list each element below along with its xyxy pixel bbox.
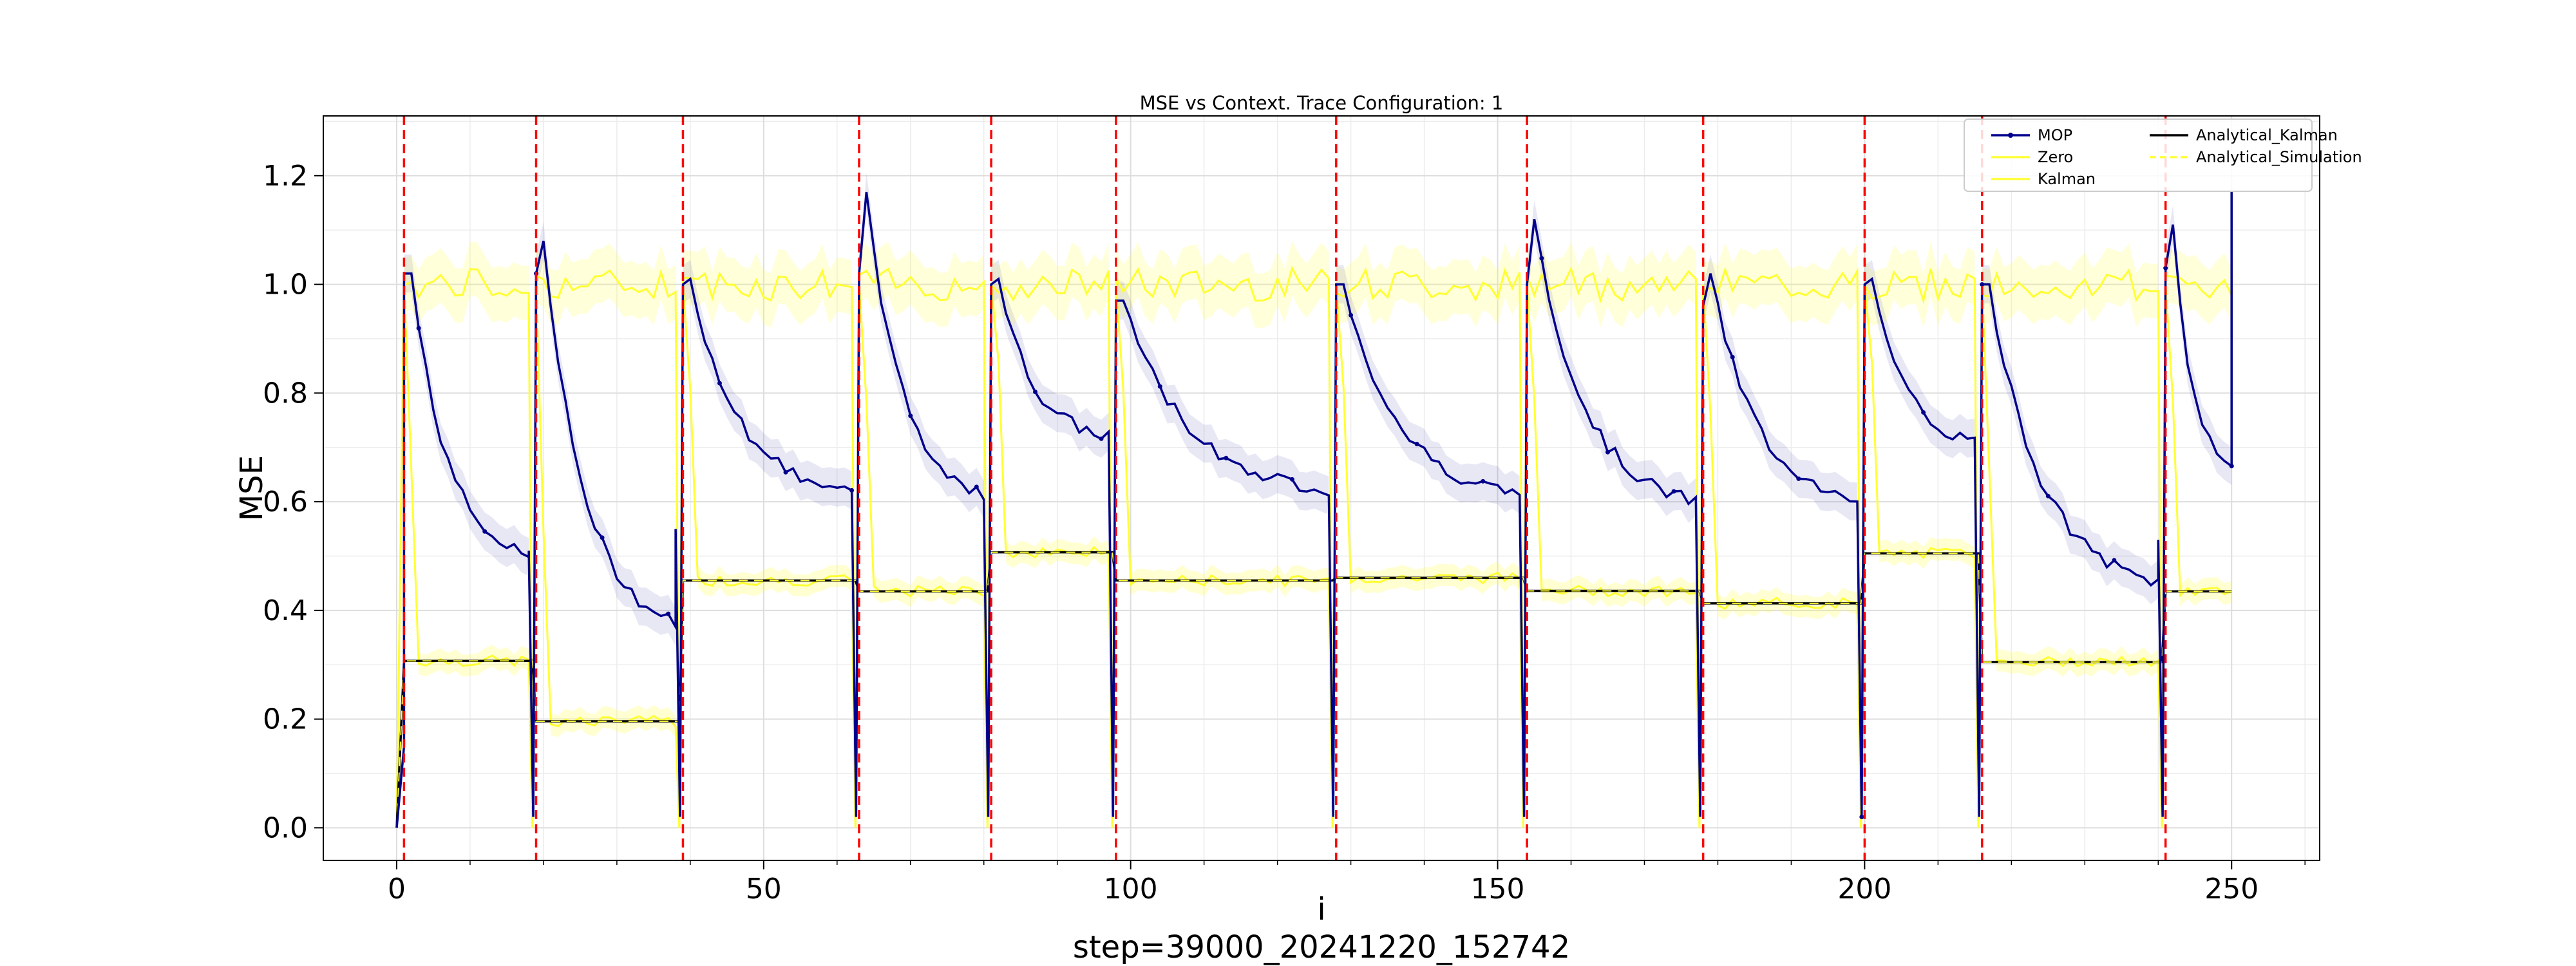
mop-marker [1921, 410, 1926, 415]
y-axis-label: MSE [234, 455, 270, 521]
x-tick-label: 250 [2204, 873, 2259, 905]
x-tick-label: 200 [1837, 873, 1891, 905]
legend-label: Zero [2038, 148, 2073, 166]
plot-frame [323, 115, 2320, 861]
analytical-kalman-series-line [395, 551, 2232, 828]
legend-box [1964, 118, 2313, 192]
mop-marker [1671, 489, 1676, 494]
legend-marker [2008, 133, 2013, 138]
trace-boundaries [402, 116, 2167, 860]
mop-marker [1730, 354, 1735, 359]
y-tick-label: 0.8 [263, 377, 308, 410]
grid [323, 116, 2320, 860]
zero-confidence-band [536, 243, 676, 325]
mop-marker [1349, 312, 1354, 317]
mop-marker [2229, 464, 2234, 469]
mop-confidence-band [536, 222, 676, 646]
mop-marker [2112, 558, 2117, 563]
series-lines [395, 191, 2234, 828]
mop-marker [1414, 442, 1419, 447]
mop-confidence-band [1115, 281, 1329, 515]
mop-confidence-band [404, 254, 529, 576]
mop-confidence-band [1703, 254, 1857, 521]
x-tick-label: 50 [746, 873, 782, 905]
mop-marker [1859, 814, 1864, 819]
x-axis-label: i [1317, 891, 1325, 927]
legend-label: MOP [2038, 126, 2072, 144]
mop-marker [2163, 265, 2168, 270]
mop-marker [1224, 455, 1229, 460]
mop-marker [1481, 478, 1486, 484]
mop-marker [1033, 389, 1038, 394]
mop-marker [1289, 477, 1294, 482]
y-tick-label: 0.4 [263, 594, 308, 627]
mop-confidence-band [1982, 265, 2159, 605]
mop-marker [2045, 493, 2050, 498]
legend: MOP Zero Kalman Analytical_Kalman Analytical… [1964, 118, 2362, 192]
legend-label: Analytical_Kalman [2196, 126, 2338, 144]
x-tick-label: 0 [388, 873, 406, 905]
mop-marker [717, 381, 722, 386]
mop-marker [482, 529, 488, 534]
mop-marker [974, 484, 979, 489]
mop-marker [1980, 282, 1985, 287]
mop-confidence-band [1864, 260, 1975, 459]
mop-marker [1605, 450, 1610, 455]
y-tick-label: 1.0 [263, 269, 308, 301]
mop-marker [1099, 436, 1104, 441]
y-tick-label: 1.2 [263, 160, 308, 193]
legend-label: Kalman [2038, 170, 2096, 188]
zero-confidence-band [1115, 241, 1329, 328]
mop-marker [1796, 476, 1801, 481]
zero-confidence-band [859, 242, 984, 327]
mop-marker [416, 326, 421, 331]
zero-confidence-band [1982, 243, 2159, 327]
zero-confidence-band [1336, 243, 1520, 327]
y-tick-label: 0.2 [263, 703, 308, 736]
mop-marker [1157, 384, 1162, 389]
axis-ticks: 0 50 100 150 200 250 0.0 0.2 0.4 0.6 0.8 1.0 1.2 [263, 160, 2306, 905]
mop-marker [666, 611, 671, 616]
zero-series-line [395, 265, 2233, 828]
y-tick-label: 0.6 [263, 486, 308, 518]
footer-caption: step=39000_20241220_152742 [1073, 929, 1570, 965]
mop-confidence-band [859, 173, 984, 519]
legend-label: Analytical_Simulation [2196, 148, 2362, 166]
mop-confidence-band [991, 260, 1109, 458]
mop-marker [1539, 256, 1544, 261]
mop-marker [783, 469, 788, 475]
zero-confidence-band [1527, 242, 1696, 328]
zero-confidence-band [683, 243, 852, 328]
y-tick-label: 0.0 [263, 811, 308, 844]
mop-marker [849, 488, 855, 493]
x-tick-label: 100 [1104, 873, 1158, 905]
x-tick-label: 150 [1471, 873, 1525, 905]
chart-title: MSE vs Context. Trace Configuration: 1 [1140, 92, 1504, 114]
mop-series-line [395, 191, 2233, 828]
zero-confidence-band [1703, 242, 1857, 325]
mop-marker [908, 413, 913, 419]
mop-marker [600, 535, 605, 540]
confidence-bands [404, 173, 2232, 737]
zero-confidence-band [1864, 242, 1975, 328]
mop-confidence-band [683, 260, 852, 509]
